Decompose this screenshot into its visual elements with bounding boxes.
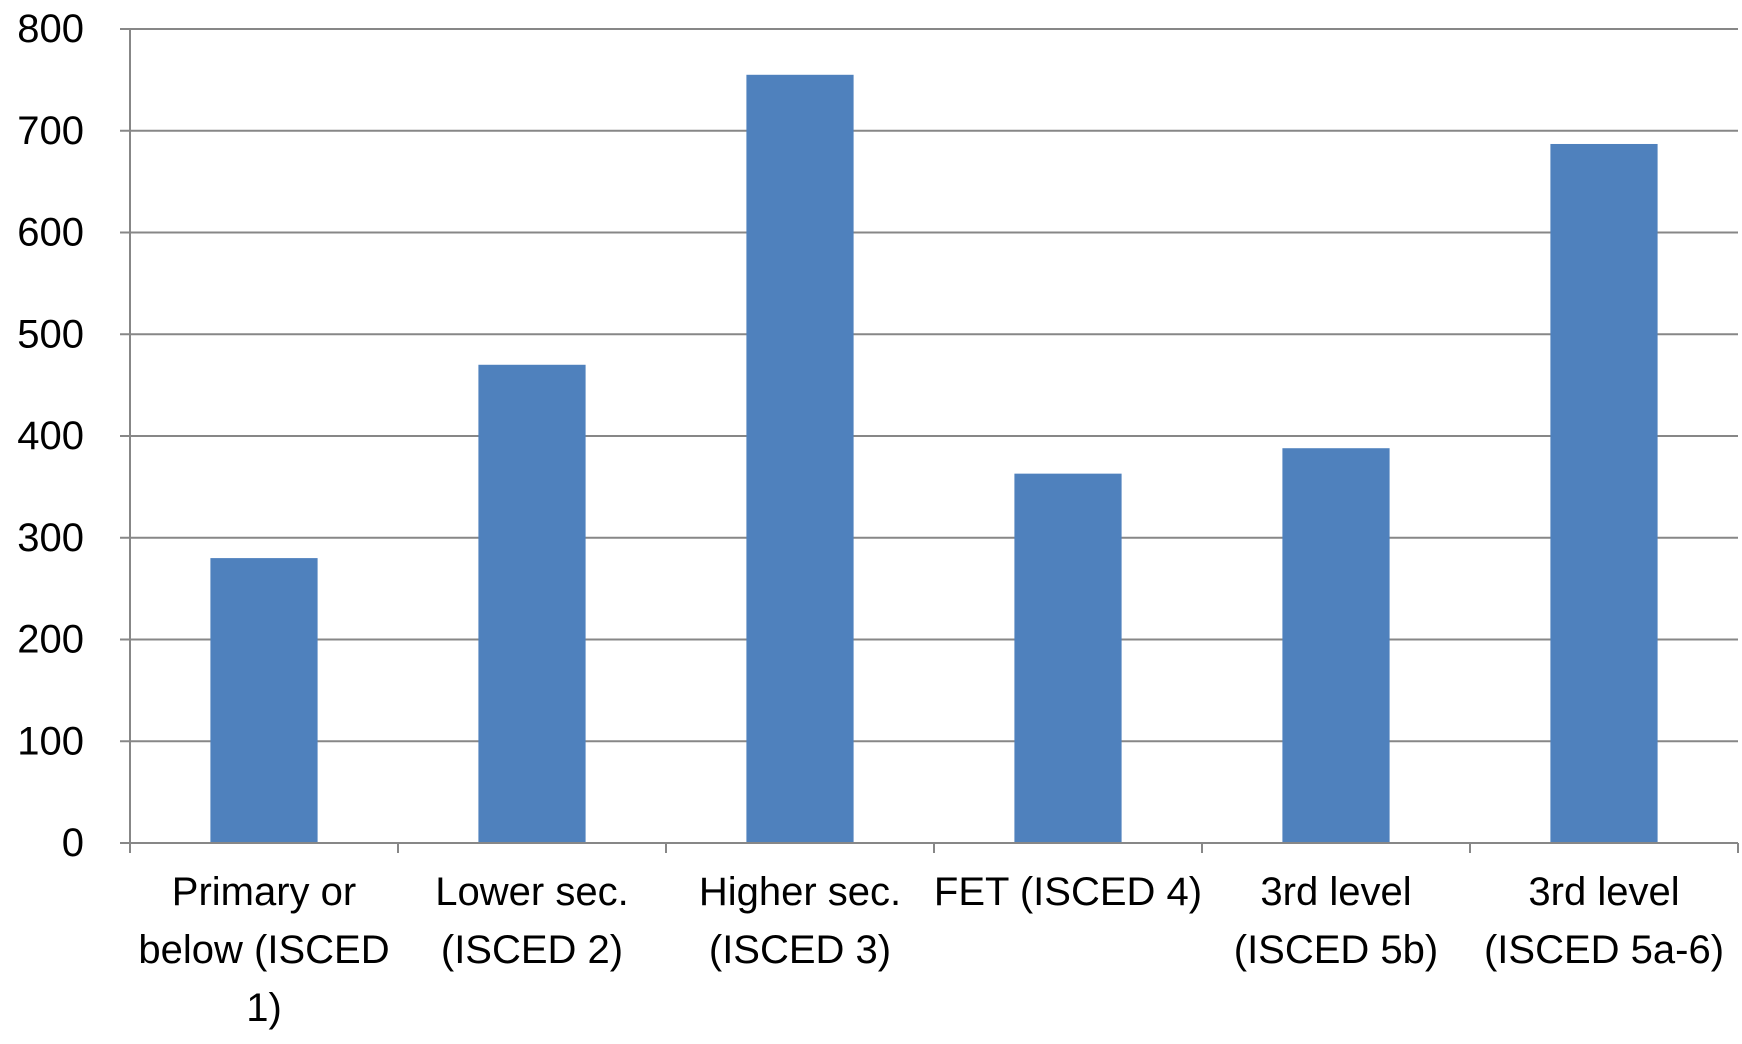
x-tick-label-line: 3rd level (1260, 870, 1411, 914)
x-tick-label-line: below (ISCED (138, 928, 389, 972)
x-tick-label-5: 3rd level (ISCED 5b) (1234, 870, 1439, 972)
x-tick-label-2: Lower sec. (ISCED 2) (435, 870, 628, 972)
y-tick-label-400: 400 (17, 414, 84, 458)
x-tick-label-3: Higher sec. (ISCED 3) (699, 870, 901, 972)
y-axis-tick-labels: 0 100 200 300 400 500 600 700 800 (17, 7, 84, 865)
y-tick-label-300: 300 (17, 516, 84, 560)
x-tick-label-line: FET (ISCED 4) (934, 870, 1202, 914)
x-tick-label-6: 3rd level (ISCED 5a-6) (1484, 870, 1724, 972)
x-tick-label-line: Primary or (172, 870, 356, 914)
y-tick-label-800: 800 (17, 7, 84, 51)
bar-6 (1550, 143, 1658, 844)
x-tick-label-4: FET (ISCED 4) (934, 870, 1202, 914)
y-tick-label-200: 200 (17, 618, 84, 662)
x-axis-tick-labels: Primary or below (ISCED 1) Lower sec. (ISCED… (138, 870, 1724, 1030)
bar-2 (478, 364, 586, 843)
y-tick-label-0: 0 (62, 821, 84, 865)
y-tick-label-600: 600 (17, 211, 84, 255)
bar-1 (210, 558, 318, 843)
x-tick-label-line: Higher sec. (699, 870, 901, 914)
gridlines (130, 28, 1738, 743)
x-tick-label-line: (ISCED 5a-6) (1484, 928, 1724, 972)
x-tick-label-line: 3rd level (1528, 870, 1679, 914)
y-tick-label-500: 500 (17, 312, 84, 356)
bars (210, 74, 1658, 844)
x-tick-label-line: (ISCED 5b) (1234, 928, 1439, 972)
x-tick-label-line: 1) (246, 986, 282, 1030)
y-tick-label-100: 100 (17, 719, 84, 763)
axes (120, 28, 1739, 853)
x-tick-label-line: (ISCED 3) (709, 928, 891, 972)
x-tick-label-1: Primary or below (ISCED 1) (138, 870, 389, 1030)
bar-3 (746, 74, 854, 844)
y-tick-label-700: 700 (17, 109, 84, 153)
bar-4 (1014, 473, 1122, 843)
bar-5 (1282, 448, 1390, 843)
x-tick-label-line: Lower sec. (435, 870, 628, 914)
x-tick-label-line: (ISCED 2) (441, 928, 623, 972)
